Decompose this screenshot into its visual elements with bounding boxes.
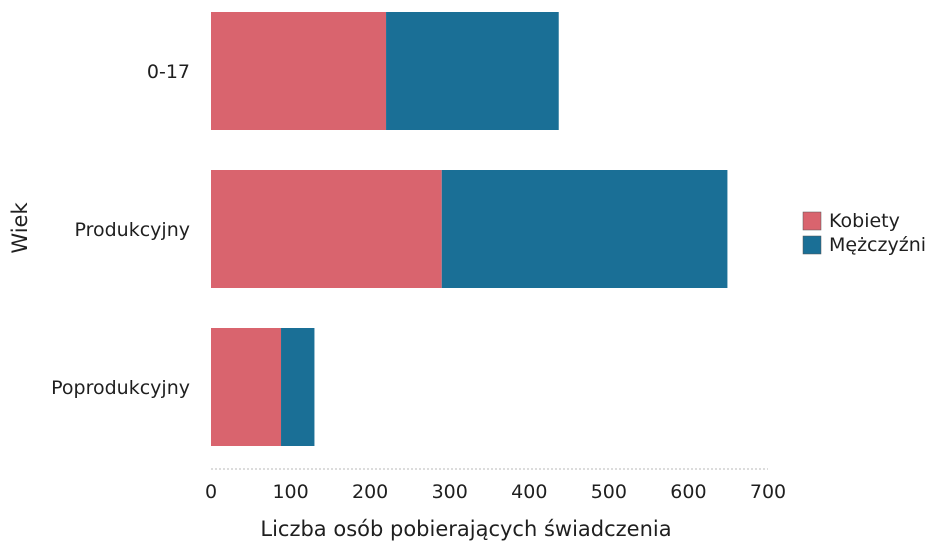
bar-kobiety-0: [211, 12, 387, 130]
x-tick-label: 0: [205, 481, 217, 503]
x-tick-label: 200: [352, 481, 388, 503]
legend-swatch-mezczyzni: [802, 235, 822, 255]
y-category-label: 0-17: [147, 61, 190, 83]
bars-group: [211, 12, 728, 446]
x-tick-label: 700: [750, 481, 786, 503]
bar-mezczyzni-2: [281, 328, 315, 446]
legend-swatch-kobiety: [802, 211, 822, 231]
bar-kobiety-2: [211, 328, 282, 446]
legend-label-mezczyzni: Mężczyźni: [829, 234, 926, 256]
y-axis-title: Wiek: [8, 202, 32, 254]
y-category-labels: 0-17 Produkcyjny Poprodukcyjny: [51, 61, 190, 399]
bar-mezczyzni-0: [386, 12, 559, 130]
y-category-label: Poprodukcyjny: [51, 377, 190, 399]
x-tick-label: 300: [432, 481, 468, 503]
bar-kobiety-1: [211, 170, 442, 288]
y-category-label: Produkcyjny: [74, 219, 190, 241]
bar-mezczyzni-1: [441, 170, 728, 288]
x-tick-label: 100: [272, 481, 308, 503]
x-axis-title: Liczba osób pobierających świadczenia: [260, 517, 671, 541]
x-tick-label: 500: [591, 481, 627, 503]
legend-label-kobiety: Kobiety: [829, 210, 900, 232]
x-tick-labels: 0 100 200 300 400 500 600 700: [205, 481, 786, 503]
x-tick-label: 600: [670, 481, 706, 503]
x-tick-label: 400: [511, 481, 547, 503]
